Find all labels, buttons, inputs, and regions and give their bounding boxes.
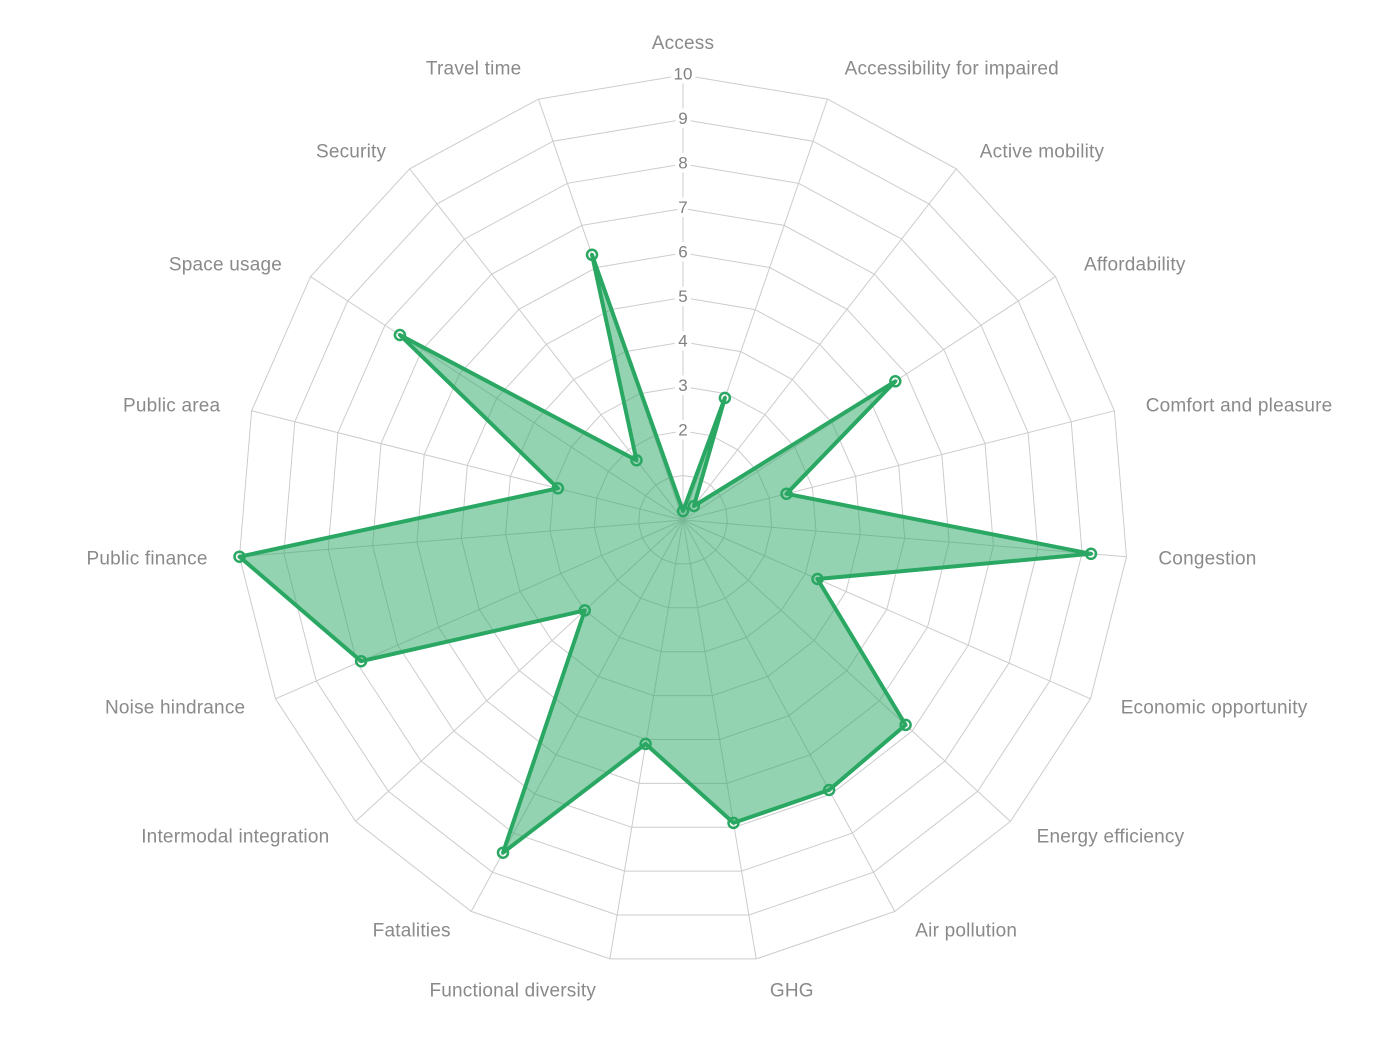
tick-label: 8	[678, 153, 687, 172]
tick-label: 9	[678, 109, 687, 128]
tick-label: 7	[678, 198, 687, 217]
category-label: Comfort and pleasure	[1146, 395, 1333, 416]
category-label: Access	[652, 33, 714, 54]
series-marker	[578, 604, 592, 617]
category-label: Economic opportunity	[1121, 698, 1308, 719]
tick-label: 5	[678, 287, 687, 306]
series-marker	[630, 454, 643, 467]
series-marker	[639, 737, 652, 751]
series-marker	[1084, 547, 1098, 561]
series-marker	[889, 375, 902, 388]
series-marker	[585, 248, 599, 262]
grid-ring	[238, 74, 1128, 960]
series-marker	[780, 487, 793, 501]
series-marker	[233, 550, 246, 563]
category-label: Travel time	[426, 58, 521, 79]
tick-label: 10	[674, 64, 693, 83]
category-label: Air pollution	[915, 921, 1017, 942]
category-label: Functional diversity	[429, 981, 596, 1002]
category-label: Public finance	[86, 549, 207, 570]
tick-label: 4	[678, 331, 687, 350]
series-marker	[687, 499, 701, 513]
series-marker	[899, 718, 912, 732]
category-label: Active mobility	[980, 142, 1105, 163]
series-marker	[676, 504, 690, 518]
category-label: Energy efficiency	[1037, 826, 1185, 847]
category-label: Intermodal integration	[141, 826, 329, 847]
series-marker	[727, 816, 740, 830]
series-marker	[393, 328, 407, 342]
category-label: Space usage	[169, 255, 282, 276]
tick-label: 2	[678, 420, 687, 439]
category-label: Noise hindrance	[105, 698, 245, 719]
category-label: GHG	[770, 981, 814, 1002]
series-marker	[354, 654, 368, 668]
grid-spoke	[682, 168, 957, 521]
category-label: Congestion	[1158, 549, 1256, 570]
series-area	[237, 252, 1093, 855]
grid-ring	[327, 163, 1039, 872]
series-marker	[822, 783, 836, 797]
series-marker	[811, 572, 824, 586]
tick-label: 6	[678, 242, 687, 261]
category-label: Fatalities	[373, 921, 451, 942]
grid-ring	[372, 207, 994, 828]
category-label: Security	[316, 142, 387, 163]
series-marker	[718, 391, 732, 405]
series-marker	[496, 846, 510, 859]
category-label: Accessibility for impaired	[845, 58, 1059, 79]
category-label: Public area	[123, 395, 220, 416]
tick-label: 3	[678, 376, 687, 395]
series-marker	[551, 482, 565, 495]
grid-ring	[283, 118, 1083, 916]
category-label: Affordability	[1084, 255, 1186, 276]
